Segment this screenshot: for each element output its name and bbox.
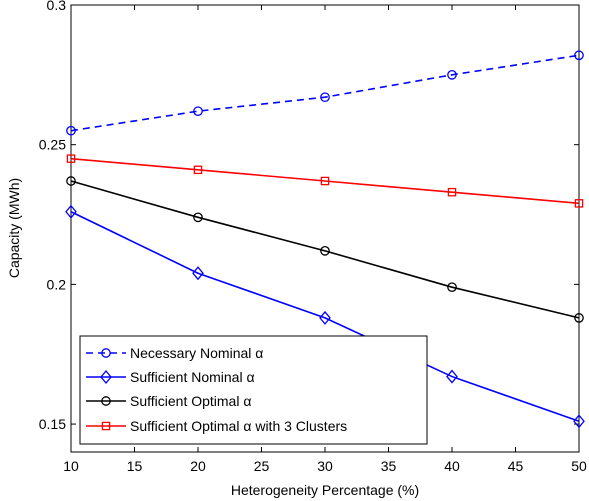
y-tick-label: 0.2 <box>47 276 67 292</box>
x-tick-label: 35 <box>381 458 397 474</box>
x-tick-label: 50 <box>571 458 587 474</box>
y-axis-label: Capacity (MWh) <box>6 178 22 278</box>
data-point-series-1 <box>66 125 76 136</box>
x-tick-label: 45 <box>508 458 524 474</box>
data-point-series-1 <box>574 50 584 61</box>
data-point-series-1 <box>447 69 457 80</box>
legend-label-2: Sufficient Nominal α <box>130 369 255 385</box>
legend-box <box>79 335 428 445</box>
data-point-series-3 <box>574 313 584 323</box>
series-line-3 <box>70 180 580 319</box>
x-tick-label: 30 <box>317 458 333 474</box>
data-point-series-1 <box>193 106 203 117</box>
x-tick-label: 40 <box>444 458 460 474</box>
data-point-series-2 <box>192 266 204 281</box>
data-point-series-2 <box>65 204 77 219</box>
series-line-1 <box>70 54 580 132</box>
y-tick-label: 0.25 <box>39 137 66 153</box>
legend-marker-1 <box>101 348 111 358</box>
data-point-series-4 <box>66 154 76 163</box>
legend-marker-4 <box>101 421 111 431</box>
data-point-series-2 <box>573 414 585 429</box>
data-point-series-2 <box>319 310 331 325</box>
legend-marker-2 <box>100 369 112 385</box>
legend-label-3: Sufficient Optimal α <box>130 393 251 409</box>
x-axis-label: Heterogeneity Percentage (%) <box>231 482 419 498</box>
x-tick-label: 20 <box>190 458 206 474</box>
data-point-series-4 <box>447 187 457 197</box>
legend-label-4: Sufficient Optimal α with 3 Clusters <box>130 418 347 434</box>
y-tick-label: 0.15 <box>39 416 66 432</box>
y-tick-label: 0.3 <box>47 0 67 13</box>
x-tick-label: 15 <box>127 458 143 474</box>
data-point-series-1 <box>320 92 330 103</box>
data-point-series-3 <box>320 246 330 256</box>
x-tick-label: 25 <box>254 458 270 474</box>
data-point-series-4 <box>574 199 584 208</box>
legend-marker-3 <box>101 396 111 406</box>
legend-label-1: Necessary Nominal α <box>130 345 263 361</box>
series-line-2 <box>70 211 580 423</box>
data-point-series-4 <box>193 165 203 175</box>
data-point-series-3 <box>66 176 76 186</box>
data-point-series-3 <box>447 282 457 293</box>
data-point-series-2 <box>446 369 458 384</box>
x-tick-label: 10 <box>63 458 79 474</box>
series-line-4 <box>70 157 580 205</box>
data-point-series-4 <box>320 176 330 186</box>
data-point-series-3 <box>193 212 203 223</box>
